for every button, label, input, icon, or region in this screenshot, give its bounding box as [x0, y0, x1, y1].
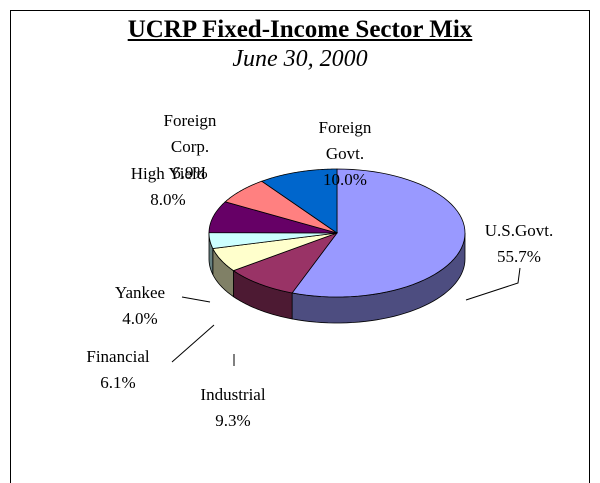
- value-label: 55.7%: [497, 247, 541, 266]
- slice-label: Yankee 4.0%: [80, 280, 200, 332]
- category-label: Foreign Govt.: [318, 118, 372, 163]
- pie-slice: [291, 168, 466, 298]
- chart-subtitle: June 30, 2000: [232, 46, 368, 72]
- category-label: Yankee: [114, 283, 166, 302]
- pie-slice: [232, 232, 339, 294]
- pie-slice: [224, 180, 338, 234]
- slice-label: Foreign Corp. 6.9%: [155, 108, 225, 186]
- slice-label: Foreign Govt. 10.0%: [310, 115, 380, 193]
- value-label: 8.0%: [150, 190, 186, 209]
- category-label: Industrial: [200, 385, 266, 404]
- value-label: 6.9%: [172, 163, 208, 182]
- pie-slice: [260, 168, 338, 234]
- pie-slice: [212, 232, 338, 272]
- chart-title: UCRP Fixed-Income Sector Mix: [127, 16, 473, 43]
- leader-line: [465, 267, 521, 301]
- category-label: U.S.Govt.: [484, 221, 554, 240]
- value-label: 10.0%: [323, 170, 367, 189]
- category-label: High Yield: [130, 164, 206, 183]
- pie-slice: [208, 201, 338, 234]
- value-label: 4.0%: [122, 309, 158, 328]
- leader-line: [181, 296, 211, 303]
- category-label: Financial: [86, 347, 150, 366]
- leader-line: [171, 324, 215, 363]
- value-label: 9.3%: [215, 411, 251, 430]
- category-label: Foreign Corp.: [163, 111, 217, 156]
- slice-label: High Yield 8.0%: [108, 161, 228, 213]
- value-label: 6.1%: [100, 373, 136, 392]
- slice-label: U.S.Govt. 55.7%: [459, 218, 579, 270]
- slice-label: Financial 6.1%: [58, 344, 178, 396]
- slice-label: Industrial 9.3%: [173, 382, 293, 434]
- pie-slice: [208, 232, 338, 249]
